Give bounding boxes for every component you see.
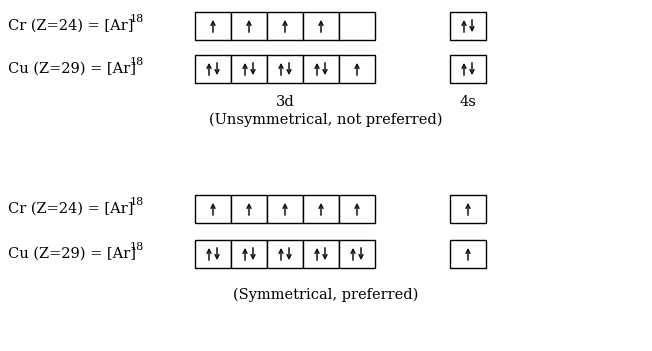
Bar <box>195 240 231 268</box>
Bar <box>303 195 339 223</box>
Text: Cu (Z=29) = [Ar]: Cu (Z=29) = [Ar] <box>8 62 136 76</box>
Bar <box>195 195 231 223</box>
Text: Cr (Z=24) = [Ar]: Cr (Z=24) = [Ar] <box>8 19 134 33</box>
Text: 18: 18 <box>130 57 144 67</box>
Text: Cu (Z=29) = [Ar]: Cu (Z=29) = [Ar] <box>8 247 136 261</box>
Text: (Symmetrical, preferred): (Symmetrical, preferred) <box>233 288 419 303</box>
Bar <box>450 240 486 268</box>
Bar <box>339 240 375 268</box>
Bar <box>450 12 486 40</box>
Bar <box>267 12 303 40</box>
Text: 18: 18 <box>130 14 144 24</box>
Bar <box>450 55 486 83</box>
Bar <box>450 195 486 223</box>
Bar <box>303 12 339 40</box>
Text: 4s: 4s <box>460 95 477 109</box>
Bar <box>267 55 303 83</box>
Text: 18: 18 <box>130 197 144 207</box>
Bar <box>195 12 231 40</box>
Text: (Unsymmetrical, not preferred): (Unsymmetrical, not preferred) <box>209 113 443 127</box>
Text: 18: 18 <box>130 242 144 252</box>
Bar <box>303 55 339 83</box>
Bar <box>339 55 375 83</box>
Bar <box>303 240 339 268</box>
Bar <box>339 12 375 40</box>
Bar <box>195 55 231 83</box>
Text: 3d: 3d <box>276 95 294 109</box>
Bar <box>231 55 267 83</box>
Bar <box>267 240 303 268</box>
Bar <box>339 195 375 223</box>
Bar <box>231 195 267 223</box>
Text: Cr (Z=24) = [Ar]: Cr (Z=24) = [Ar] <box>8 202 134 216</box>
Bar <box>231 12 267 40</box>
Bar <box>231 240 267 268</box>
Bar <box>267 195 303 223</box>
